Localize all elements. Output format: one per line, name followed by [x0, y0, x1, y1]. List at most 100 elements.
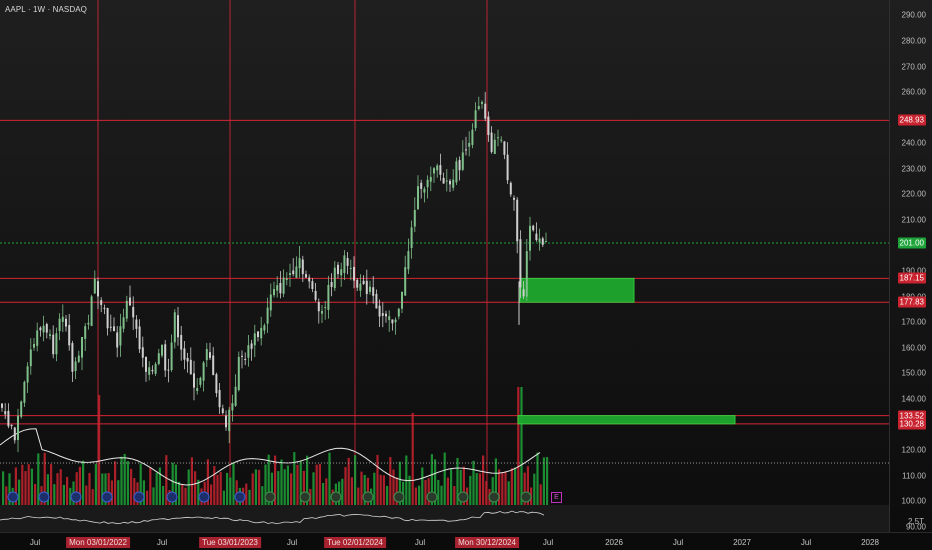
volume-bar [149, 467, 152, 505]
volume-bar [398, 461, 401, 505]
candle-body [244, 358, 247, 360]
volume-bar [542, 457, 545, 505]
candle-body [1, 403, 3, 408]
volume-bar [322, 482, 325, 505]
volume-bar [386, 485, 389, 505]
volume-bar [245, 483, 248, 505]
time-tick-label: Jul [286, 538, 298, 547]
candle-body [445, 180, 448, 182]
volume-bar [363, 474, 366, 505]
candle-body [346, 258, 349, 266]
candle-body [340, 269, 343, 276]
volume-bar [219, 471, 222, 505]
volume-bar [14, 467, 17, 505]
price-scale[interactable]: 290.00280.00270.00260.00250.00240.00230.… [889, 0, 932, 532]
volume-bar [306, 455, 309, 505]
candle-body [247, 345, 250, 358]
candle-body [468, 142, 471, 147]
candle-body [375, 293, 378, 309]
candle-body [202, 362, 205, 381]
candle-body [369, 286, 371, 292]
volume-bar [194, 471, 197, 505]
volume-bar [75, 472, 78, 505]
candle-body [538, 238, 541, 243]
candle-body [132, 306, 135, 318]
candle-body [273, 289, 275, 296]
candle-body [433, 168, 435, 174]
volume-bar [328, 452, 331, 505]
candle-body [58, 318, 61, 332]
volume-bar [411, 413, 414, 505]
candle-body [103, 307, 106, 309]
candle-body [391, 319, 394, 324]
volume-bar [59, 469, 62, 505]
candle-body [141, 347, 144, 358]
earnings-marker[interactable]: E [551, 492, 562, 503]
time-tick-label: Jul [414, 538, 426, 547]
volume-bar [434, 459, 437, 505]
volume-bar [302, 470, 305, 505]
volume-bar [344, 467, 347, 505]
candle-body [39, 327, 42, 331]
volume-bar [360, 471, 363, 505]
candle-body [36, 330, 39, 346]
time-axis[interactable]: Jul Mon 03/01/2022 Jul Tue 03/01/2023 Jul Tue… [0, 532, 932, 550]
volume-bar [498, 469, 501, 505]
candle-body [218, 390, 221, 408]
volume-bar [430, 454, 433, 505]
candle-body [436, 165, 439, 171]
volume-bar [459, 469, 462, 505]
candle-body [170, 342, 173, 371]
volume-bar [469, 475, 472, 505]
volume-bar [437, 479, 440, 505]
candle-body [289, 273, 291, 276]
volume-bar [181, 484, 184, 505]
candle-body [509, 182, 512, 195]
volume-bar [251, 473, 254, 505]
volume-bar [101, 473, 104, 505]
candle-body [465, 149, 467, 151]
candle-body [397, 308, 400, 317]
candle-body [109, 326, 112, 328]
volume-bar [152, 487, 155, 505]
candle-body [506, 154, 509, 181]
volume-bar [130, 468, 133, 505]
volume-bar [392, 469, 395, 505]
candle-body [452, 179, 455, 188]
candle-body [81, 336, 83, 358]
candle-body [529, 225, 531, 251]
volume-bar [107, 472, 110, 505]
candle-body [42, 325, 45, 333]
candle-body [353, 266, 355, 281]
candle-body [199, 377, 202, 385]
candle-body [221, 408, 224, 414]
volume-bar [56, 473, 59, 505]
candle-body [420, 182, 423, 189]
volume-bar [2, 471, 5, 505]
candle-body [477, 106, 480, 110]
candle-body [490, 132, 493, 152]
time-tick-label: 2027 [733, 538, 751, 547]
volume-bar [30, 468, 33, 505]
volume-bar [216, 474, 219, 505]
volume-bar [248, 489, 251, 505]
candle-body [282, 277, 285, 294]
candle-body [372, 287, 375, 296]
price-tick-label: 210.00 [901, 215, 926, 225]
volume-bar [366, 477, 369, 505]
volume-bar [27, 464, 30, 505]
candle-body [209, 352, 211, 358]
candle-body [263, 325, 266, 331]
dividend-marker [38, 491, 50, 503]
volume-bar [94, 463, 97, 505]
candle-body [292, 270, 295, 275]
volume-bar [379, 474, 382, 505]
candle-body [388, 316, 391, 320]
volume-bar [43, 452, 46, 505]
candle-body [10, 424, 13, 427]
candle-body [13, 427, 16, 441]
volume-bar [517, 387, 520, 505]
volume-bar [507, 481, 510, 505]
